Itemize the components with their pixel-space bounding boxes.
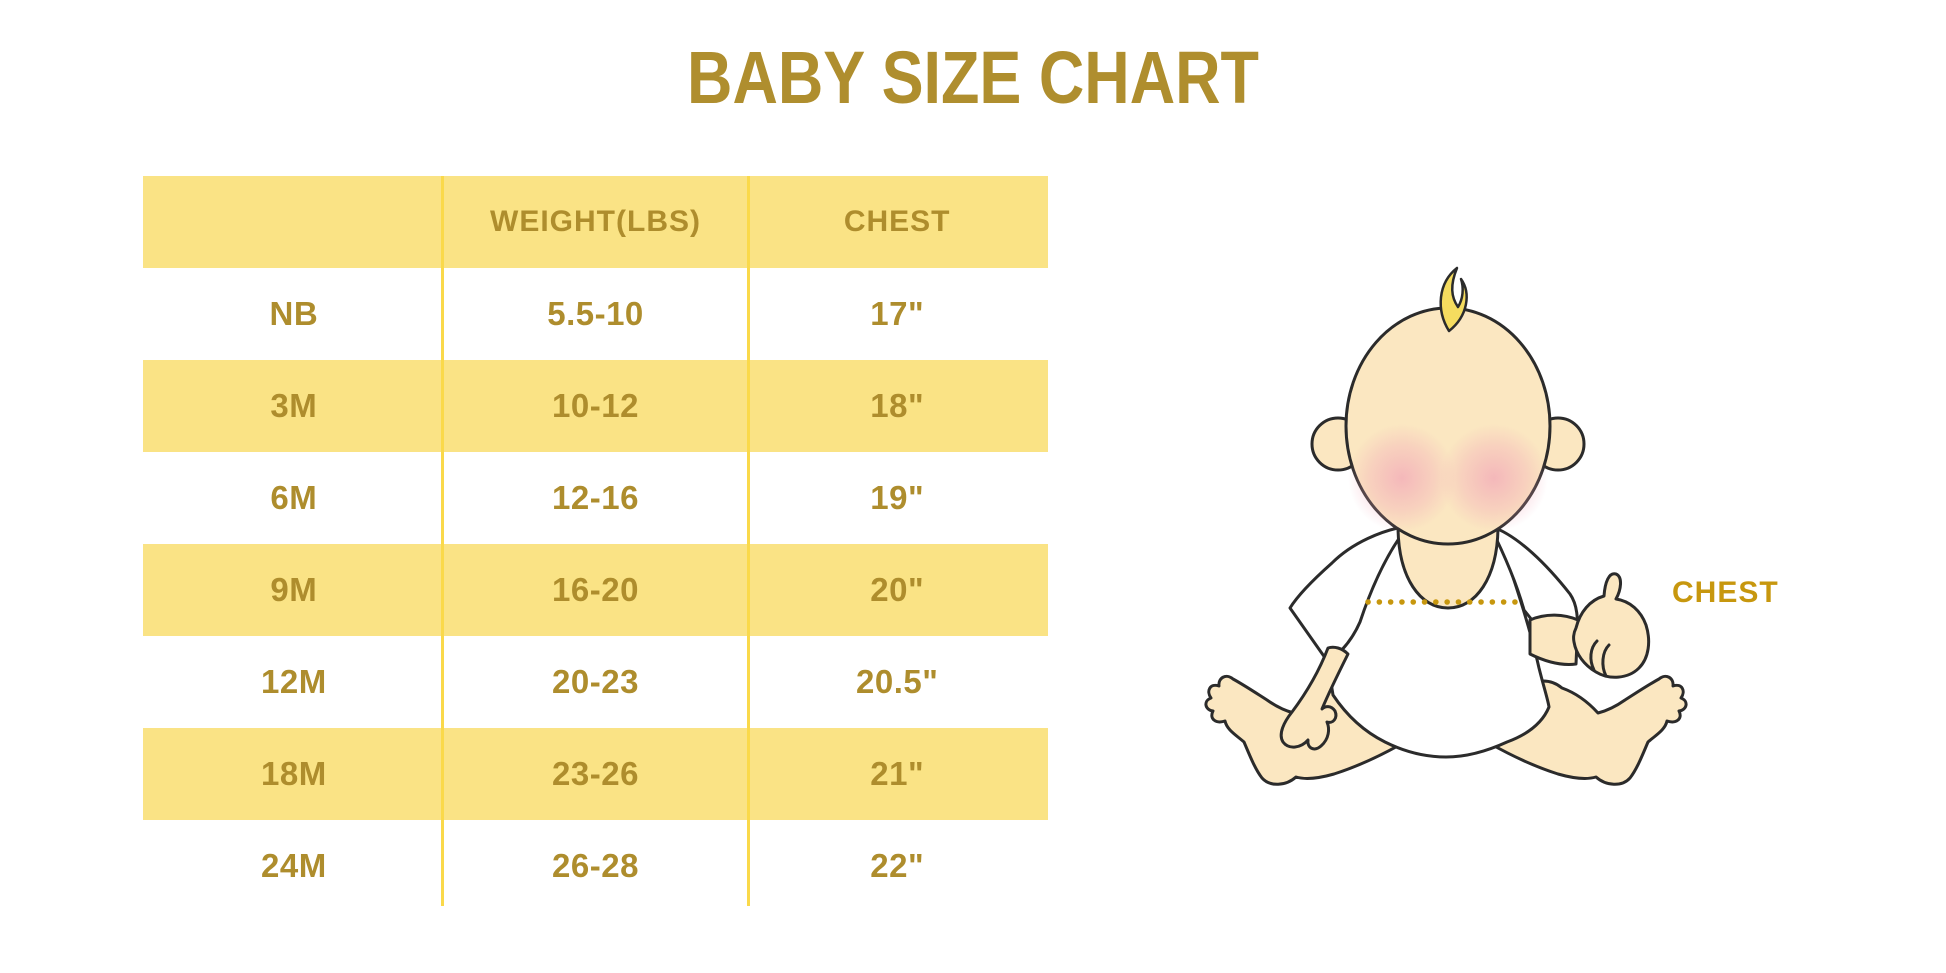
cell-chest: 19" bbox=[870, 479, 925, 516]
table-row: 6M 12-16 19" bbox=[143, 452, 1048, 544]
baby-right-cheek bbox=[1440, 424, 1548, 532]
baby-hair-curl bbox=[1439, 266, 1468, 333]
cell-chest: 21" bbox=[870, 755, 925, 792]
cell-chest: 22" bbox=[870, 847, 925, 884]
table-row: NB 5.5-10 17" bbox=[143, 268, 1048, 360]
size-chart-table: WEIGHT(LBS) CHEST NB 5.5-10 17" 3M 10-12… bbox=[143, 176, 1048, 912]
cell-weight: 16-20 bbox=[552, 571, 639, 608]
column-divider bbox=[441, 176, 444, 906]
cell-size: 12M bbox=[260, 663, 327, 700]
header-cell-chest: CHEST bbox=[843, 205, 951, 238]
cell-size: 3M bbox=[270, 387, 318, 424]
baby-fist bbox=[1572, 572, 1651, 679]
cell-size: 6M bbox=[270, 479, 318, 516]
cell-size: 18M bbox=[260, 755, 327, 792]
table-row: 24M 26-28 22" bbox=[143, 820, 1048, 912]
table-row: 12M 20-23 20.5" bbox=[143, 636, 1048, 728]
cell-chest: 20.5" bbox=[855, 663, 939, 700]
cell-weight: 26-28 bbox=[552, 847, 639, 884]
header-cell-size bbox=[143, 176, 445, 268]
table-row: 9M 16-20 20" bbox=[143, 544, 1048, 636]
cell-weight: 20-23 bbox=[552, 663, 639, 700]
table-row: 3M 10-12 18" bbox=[143, 360, 1048, 452]
baby-illustration-svg bbox=[1204, 266, 1688, 786]
baby-right-arm bbox=[1528, 613, 1580, 666]
column-divider bbox=[747, 176, 750, 906]
baby-fist-fingers bbox=[1589, 639, 1611, 678]
table-row: 18M 23-26 21" bbox=[143, 728, 1048, 820]
cell-chest: 18" bbox=[870, 387, 925, 424]
cell-size: 24M bbox=[260, 847, 327, 884]
page-title: BABY SIZE CHART bbox=[687, 36, 1259, 119]
table-header-row: WEIGHT(LBS) CHEST bbox=[143, 176, 1048, 268]
cell-weight: 23-26 bbox=[552, 755, 639, 792]
header-cell-weight: WEIGHT(LBS) bbox=[490, 205, 701, 238]
cell-weight: 5.5-10 bbox=[547, 295, 644, 332]
cell-size: 9M bbox=[270, 571, 318, 608]
cell-size: NB bbox=[269, 295, 319, 332]
chest-measure-label: CHEST bbox=[1672, 576, 1779, 609]
cell-chest: 17" bbox=[870, 295, 925, 332]
baby-illustration bbox=[1180, 230, 1800, 810]
cell-chest: 20" bbox=[870, 571, 925, 608]
baby-left-arm bbox=[1279, 645, 1350, 751]
cell-weight: 10-12 bbox=[552, 387, 639, 424]
cell-weight: 12-16 bbox=[552, 479, 639, 516]
baby-left-cheek bbox=[1348, 424, 1456, 532]
